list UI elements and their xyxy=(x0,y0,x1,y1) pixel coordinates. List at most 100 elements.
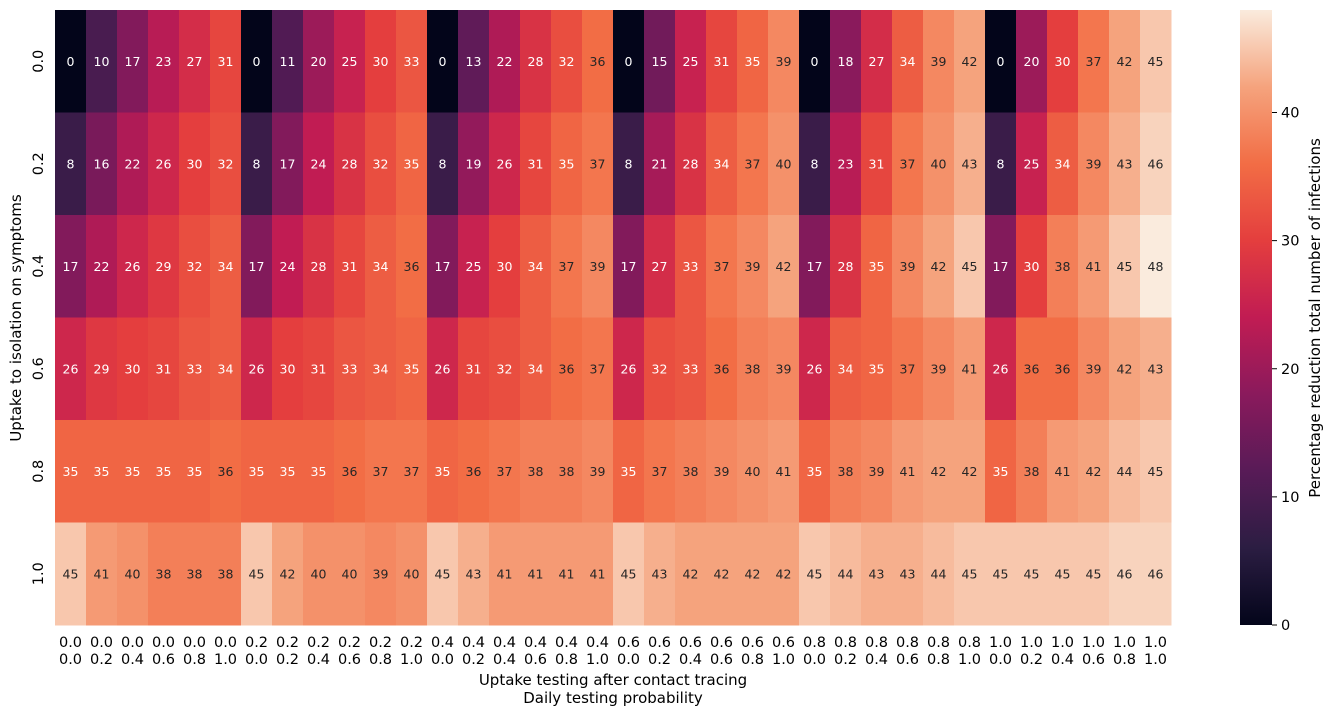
x-tick-label: 0.8 xyxy=(555,652,578,668)
heatmap-cell xyxy=(1016,215,1048,318)
cell-value-label: 30 xyxy=(1055,54,1071,69)
heatmap-cell xyxy=(613,10,645,113)
cell-value-label: 37 xyxy=(373,464,389,479)
heatmap-cell xyxy=(55,10,87,113)
cell-value-label: 28 xyxy=(311,259,327,274)
cell-value-label: 45 xyxy=(807,566,823,581)
cell-value-label: 39 xyxy=(931,54,947,69)
colorbar-label: Percentage reduction total number of inf… xyxy=(1306,138,1324,498)
heatmap-cell xyxy=(117,522,149,626)
x-tick-label: 0.6 xyxy=(741,635,764,651)
heatmap-cell xyxy=(272,420,304,523)
heatmap-cell xyxy=(210,317,242,421)
cell-value-label: 37 xyxy=(590,156,606,171)
heatmap-cell xyxy=(644,420,676,523)
x-axis-label-secondary: Daily testing probability xyxy=(523,689,703,707)
cell-value-label: 38 xyxy=(218,566,234,581)
x-tick-label: 0.0 xyxy=(431,652,454,668)
heatmap-cell xyxy=(489,10,521,113)
heatmap-cell xyxy=(830,112,862,216)
cell-value-label: 36 xyxy=(404,259,420,274)
colorbar-tick-label: 10 xyxy=(1281,490,1299,506)
heatmap-cell xyxy=(799,112,831,216)
cell-value-label: 44 xyxy=(838,566,854,581)
cell-value-label: 24 xyxy=(280,259,296,274)
cell-value-label: 32 xyxy=(559,54,575,69)
cell-value-label: 36 xyxy=(342,464,358,479)
heatmap-cell xyxy=(241,215,273,318)
cell-value-label: 32 xyxy=(497,361,513,376)
heatmap-cell xyxy=(396,215,428,318)
heatmap-cell xyxy=(737,112,769,216)
heatmap-cell xyxy=(706,112,738,216)
cell-value-label: 43 xyxy=(869,566,885,581)
heatmap-cell xyxy=(1047,10,1079,113)
cell-value-label: 46 xyxy=(1148,566,1164,581)
heatmap-cell xyxy=(55,522,87,626)
cell-value-label: 26 xyxy=(435,361,451,376)
heatmap-cell xyxy=(799,522,831,626)
heatmap-cell xyxy=(985,420,1017,523)
cell-value-label: 38 xyxy=(745,361,761,376)
heatmap-cell xyxy=(520,522,552,626)
cell-value-label: 34 xyxy=(1055,156,1071,171)
heatmap-cell xyxy=(396,317,428,421)
heatmap-cell xyxy=(737,215,769,318)
heatmap-cell xyxy=(954,215,986,318)
cell-value-label: 26 xyxy=(993,361,1009,376)
x-tick-label: 0.2 xyxy=(307,635,330,651)
heatmap-cell xyxy=(117,317,149,421)
heatmap-cell xyxy=(396,522,428,626)
heatmap-cell xyxy=(210,112,242,216)
heatmap-cell xyxy=(86,522,118,626)
cell-value-label: 38 xyxy=(1055,259,1071,274)
heatmap-cell xyxy=(830,215,862,318)
cell-value-label: 20 xyxy=(311,54,327,69)
x-axis-label: Uptake testing after contact tracing xyxy=(479,671,747,689)
heatmap-cell xyxy=(768,10,800,113)
cell-value-label: 34 xyxy=(528,259,544,274)
heatmap-cell xyxy=(923,420,955,523)
heatmap-cell xyxy=(954,10,986,113)
x-tick-label: 0.4 xyxy=(865,652,888,668)
cell-value-label: 41 xyxy=(497,566,513,581)
cell-value-label: 31 xyxy=(156,361,172,376)
heatmap-cell xyxy=(365,420,397,523)
heatmap-cell xyxy=(1109,420,1141,523)
heatmap-cell xyxy=(892,317,924,421)
heatmap-cell xyxy=(985,317,1017,421)
heatmap-cell xyxy=(1078,112,1110,216)
cell-value-label: 42 xyxy=(745,566,761,581)
cell-value-label: 36 xyxy=(559,361,575,376)
heatmap-cell xyxy=(861,215,893,318)
heatmap-cell xyxy=(458,112,490,216)
cell-value-label: 38 xyxy=(187,566,203,581)
cell-value-label: 27 xyxy=(187,54,203,69)
heatmap-cell xyxy=(613,317,645,421)
cell-value-label: 35 xyxy=(807,464,823,479)
cell-value-label: 31 xyxy=(869,156,885,171)
heatmap-cell xyxy=(55,112,87,216)
cell-value-label: 28 xyxy=(528,54,544,69)
cell-value-label: 18 xyxy=(838,54,854,69)
cell-value-label: 31 xyxy=(342,259,358,274)
cell-value-label: 32 xyxy=(373,156,389,171)
heatmap-cell xyxy=(1109,112,1141,216)
heatmap-cell xyxy=(1016,112,1048,216)
heatmap-cell xyxy=(396,420,428,523)
cell-value-label: 34 xyxy=(714,156,730,171)
heatmap-cell xyxy=(1047,420,1079,523)
heatmap-cell xyxy=(861,420,893,523)
heatmap-cell xyxy=(489,215,521,318)
heatmap-cell xyxy=(148,112,180,216)
heatmap-cell xyxy=(551,10,583,113)
y-tick-label: 0.2 xyxy=(31,152,47,175)
heatmap-cell xyxy=(985,215,1017,318)
cell-value-label: 41 xyxy=(900,464,916,479)
heatmap-cell xyxy=(272,10,304,113)
heatmap-cell xyxy=(1140,215,1172,318)
cell-value-label: 23 xyxy=(838,156,854,171)
cell-value-label: 35 xyxy=(280,464,296,479)
y-tick-label: 0.6 xyxy=(31,357,47,380)
cell-value-label: 35 xyxy=(156,464,172,479)
